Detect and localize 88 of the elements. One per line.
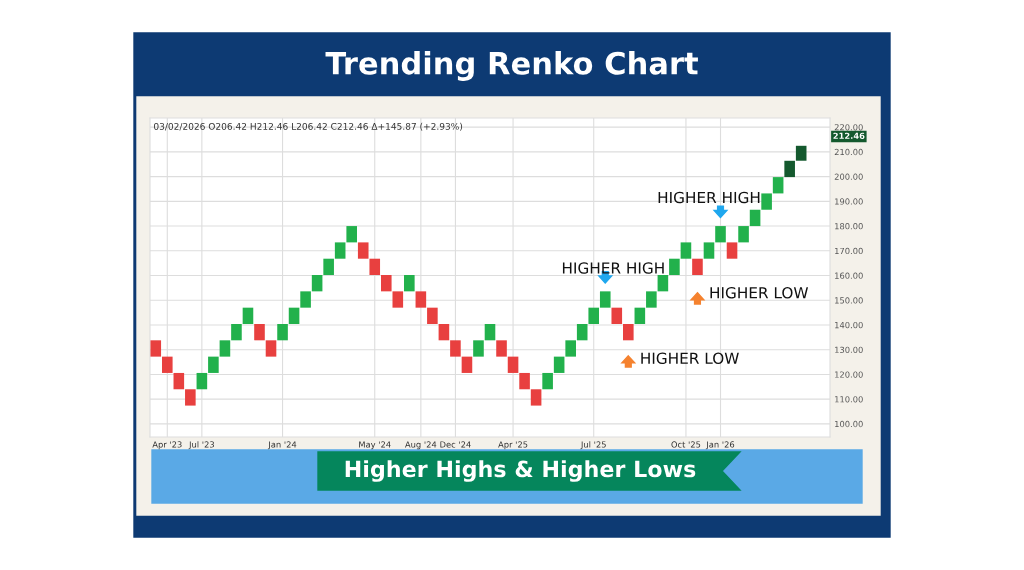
bar (795, 145, 807, 161)
y-tick-label: 140.00 (835, 321, 863, 329)
bar (576, 323, 588, 341)
bar (726, 242, 738, 259)
bar (749, 209, 761, 227)
bar (357, 242, 369, 259)
y-tick-label: 110.00 (835, 396, 863, 403)
bar (496, 340, 507, 357)
bar (703, 242, 715, 259)
annotation: HIGHER HIGH (562, 262, 664, 274)
bar (346, 226, 357, 243)
x-tick-label: Apr '23 (152, 441, 182, 450)
y-tick-label: 220.00 (834, 124, 863, 131)
bar (542, 372, 553, 390)
chart-subtitle: 03/02/2026 O206.42 H212.46 L206.42 C212.46 Δ+145.87 (+2.93%) (154, 122, 463, 131)
bar (242, 307, 254, 324)
annotation: HIGHER HIGH (658, 191, 760, 204)
x-tick-label: Oct '25 (671, 441, 701, 448)
bar (669, 258, 680, 276)
annotation: HIGHER LOW (710, 286, 809, 299)
bar (150, 340, 162, 357)
y-tick-label: 170.00 (835, 247, 863, 255)
x-tick-label: May '24 (359, 441, 391, 450)
bar (334, 242, 346, 259)
x-tick-label: Jan '24 (267, 441, 297, 450)
bar (254, 323, 265, 341)
bar (277, 323, 288, 341)
bar (427, 307, 438, 324)
bar (311, 275, 323, 292)
bar (265, 340, 277, 357)
bar (715, 226, 726, 243)
text: 212.46 (833, 132, 865, 139)
bar (599, 291, 611, 308)
y-tick-label: 100.00 (835, 420, 863, 428)
bar (404, 275, 415, 292)
bar (438, 323, 450, 341)
bar (415, 291, 427, 308)
bar (484, 323, 496, 341)
y-tick-label: 180.00 (835, 223, 863, 230)
bar (208, 356, 219, 373)
bar (461, 356, 473, 373)
y-tick-label: 130.00 (835, 346, 863, 353)
bar (519, 372, 530, 390)
y-tick-label: 150.00 (835, 297, 863, 304)
bar (761, 193, 772, 210)
bar (565, 340, 576, 357)
text: Higher Highs & Higher Lows (345, 460, 696, 482)
y-tick-label: 190.00 (835, 198, 863, 205)
bar (692, 258, 703, 276)
bar (473, 340, 484, 357)
bar (323, 258, 334, 276)
y-tick-label: 210.00 (834, 148, 863, 156)
x-tick-label: Dec '24 (440, 441, 471, 448)
x-tick-label: Jul '25 (580, 441, 606, 450)
bar (657, 275, 669, 292)
x-tick-label: Jan '26 (705, 441, 735, 450)
bar (369, 258, 381, 276)
y-tick-label: 200.00 (834, 173, 863, 180)
bar (680, 242, 692, 259)
bar (646, 291, 657, 308)
x-tick-label: Apr '25 (498, 441, 528, 450)
chart-title: Trending Renko Chart (325, 51, 698, 81)
bar (300, 291, 311, 308)
bar (185, 389, 196, 406)
bar (772, 177, 784, 194)
bar (173, 372, 185, 390)
bar (380, 275, 392, 292)
x-tick-label: Jul '23 (188, 441, 214, 450)
bar (623, 323, 634, 341)
bar (611, 307, 623, 324)
y-tick-label: 160.00 (835, 272, 863, 279)
bar (784, 160, 795, 178)
bar (161, 356, 173, 373)
bar (507, 356, 519, 373)
x-tick-label: Aug '24 (405, 441, 437, 450)
bar (196, 372, 208, 390)
bar (450, 340, 461, 357)
bar (634, 307, 646, 324)
annotation: HIGHER LOW (641, 352, 739, 365)
bar (392, 291, 404, 308)
bar (288, 307, 300, 324)
bar (219, 340, 231, 357)
bar (553, 356, 565, 373)
y-tick-label: 120.00 (835, 371, 863, 378)
bar (588, 307, 600, 324)
bar (530, 389, 542, 406)
bar (738, 226, 749, 243)
bar (231, 323, 242, 341)
